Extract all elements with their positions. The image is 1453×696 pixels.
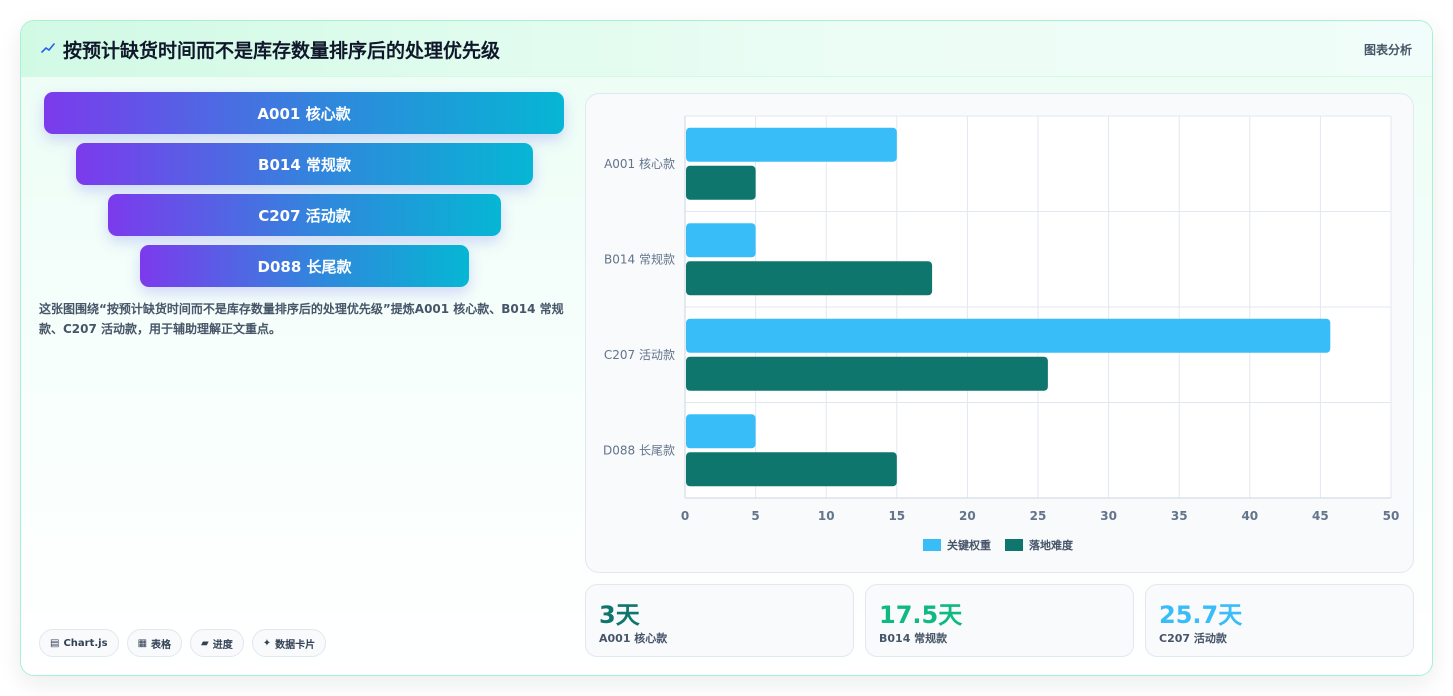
chip-table[interactable]: ▦ 表格 bbox=[126, 629, 183, 657]
x-tick-label: 15 bbox=[888, 509, 905, 523]
bar bbox=[686, 356, 1048, 391]
funnel-stage-3: C207 活动款 bbox=[108, 194, 501, 236]
sparkle-icon: ✦ bbox=[262, 637, 272, 649]
stat-card-b014: 17.5天 B014 常规款 bbox=[865, 584, 1134, 657]
chip-progress[interactable]: ▰ 进度 bbox=[190, 629, 244, 657]
funnel-stage-label: D088 长尾款 bbox=[257, 257, 352, 276]
funnel-stage-label: A001 核心款 bbox=[257, 104, 351, 123]
x-tick-label: 30 bbox=[1100, 509, 1117, 523]
x-tick-label: 10 bbox=[818, 509, 835, 523]
chip-label: 表格 bbox=[151, 639, 172, 651]
chip-label: Chart.js bbox=[63, 637, 108, 649]
x-tick-label: 0 bbox=[681, 509, 689, 523]
chip-label: 进度 bbox=[212, 639, 233, 651]
stat-card-c207: 25.7天 C207 活动款 bbox=[1145, 584, 1414, 657]
chip-chartjs[interactable]: ▤ Chart.js bbox=[39, 629, 119, 657]
chip-label: 数据卡片 bbox=[275, 639, 316, 651]
funnel-stage-1: A001 核心款 bbox=[44, 92, 564, 134]
chart-panel: 0 5 10 15 20 25 30 35 40 45 50 A001 核心款 B014 常规款 C207… bbox=[585, 93, 1414, 573]
table-icon: ▦ bbox=[137, 637, 148, 649]
chip-data-card[interactable]: ✦ 数据卡片 bbox=[251, 629, 327, 657]
funnel-stage-label: B014 常规款 bbox=[258, 155, 351, 174]
y-tick-label: C207 活动款 bbox=[604, 348, 675, 362]
legend-label: 关键权重 bbox=[947, 538, 991, 552]
x-tick-label: 40 bbox=[1241, 509, 1258, 523]
progress-icon: ▰ bbox=[201, 637, 209, 649]
legend-label: 落地难度 bbox=[1029, 538, 1074, 552]
stat-value: 3天 bbox=[599, 601, 640, 629]
trend-line-icon bbox=[41, 43, 55, 53]
main-card: 按预计缺货时间而不是库存数量排序后的处理优先级 图表分析 A001 核心款 B0… bbox=[20, 20, 1433, 676]
x-tick-label: 25 bbox=[1030, 509, 1047, 523]
funnel-stage-2: B014 常规款 bbox=[76, 143, 533, 185]
x-tick-label: 5 bbox=[751, 509, 759, 523]
y-tick-label: B014 常规款 bbox=[604, 251, 675, 266]
stat-value: 25.7天 bbox=[1159, 601, 1243, 629]
card-header: 按预计缺货时间而不是库存数量排序后的处理优先级 图表分析 bbox=[21, 21, 1432, 77]
stat-card-a001: 3天 A001 核心款 bbox=[585, 584, 854, 657]
y-tick-label: D088 长尾款 bbox=[603, 443, 675, 457]
legend-swatch bbox=[923, 539, 941, 551]
bar-chart: 0 5 10 15 20 25 30 35 40 45 50 A001 核心款 B014 常规款 C207… bbox=[603, 115, 1400, 552]
bar bbox=[686, 452, 897, 487]
x-tick-label: 50 bbox=[1383, 509, 1400, 523]
x-tick-label: 35 bbox=[1171, 509, 1188, 523]
chart-analysis-link[interactable]: 图表分析 bbox=[1363, 43, 1412, 57]
page-title: 按预计缺货时间而不是库存数量排序后的处理优先级 bbox=[63, 40, 501, 62]
stat-value: 17.5天 bbox=[879, 601, 963, 629]
bar bbox=[686, 261, 933, 296]
x-tick-label: 45 bbox=[1312, 509, 1329, 523]
stat-label: A001 核心款 bbox=[599, 632, 668, 645]
stat-label: C207 活动款 bbox=[1159, 632, 1227, 645]
bar bbox=[686, 127, 897, 162]
bar bbox=[686, 223, 756, 258]
legend-swatch bbox=[1005, 539, 1023, 551]
funnel-stage-label: C207 活动款 bbox=[258, 206, 351, 225]
bar bbox=[686, 318, 1331, 353]
x-tick-label: 20 bbox=[959, 509, 976, 523]
bar bbox=[686, 414, 756, 449]
funnel-stage-4: D088 长尾款 bbox=[140, 245, 469, 287]
tech-chips: ▤ Chart.js ▦ 表格 ▰ 进度 ✦ 数据卡片 bbox=[39, 629, 327, 657]
chart-icon: ▤ bbox=[50, 637, 60, 649]
y-tick-label: A001 核心款 bbox=[604, 157, 675, 171]
chart-description: 这张图围绕“按预计缺货时间而不是库存数量排序后的处理优先级”提炼A001 核心款… bbox=[39, 302, 564, 336]
stat-label: B014 常规款 bbox=[879, 632, 948, 645]
bar bbox=[686, 165, 756, 200]
